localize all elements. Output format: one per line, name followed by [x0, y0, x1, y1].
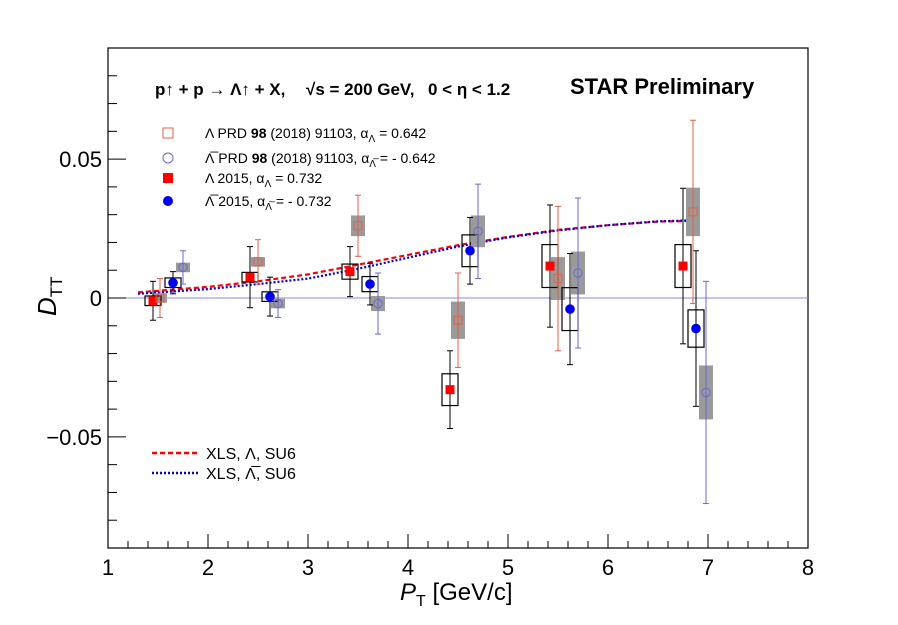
legend-alpha: α — [357, 125, 369, 141]
theory-curves — [137, 219, 699, 295]
antilambda-2015-point — [691, 323, 701, 334]
x-axis-title-sub: T — [416, 593, 426, 610]
legend-symbol: Λ — [205, 125, 217, 141]
lambda-prd-point — [453, 315, 463, 325]
legend-text: PRD — [218, 150, 251, 166]
legend-symbol: Λ — [205, 170, 217, 186]
x-axis-title: PT [GeV/c] — [400, 579, 513, 610]
lambda-2015-point — [345, 267, 355, 277]
x-tick-label: 4 — [402, 555, 414, 580]
axis-ticks: 1 2 3 4 5 6 7 8 0.05 0 −0.05 — [46, 47, 814, 580]
y-axis-title-main: D — [32, 297, 62, 316]
y-tick-label: 0.05 — [59, 147, 102, 172]
legend-point-label: Λ̅ 2015, αΛ̅ = - 0.732 — [205, 193, 332, 213]
antilambda-prd-point — [178, 262, 188, 273]
legend-volume: 98 — [252, 150, 268, 166]
legend-value: = 0.732 — [271, 170, 322, 186]
star-preliminary-label: STAR Preliminary — [570, 74, 755, 99]
energy-label: √s = 200 GeV, — [306, 80, 414, 99]
antilambda-2015-point — [265, 291, 275, 302]
legend-marker-antilambda-2015 — [163, 196, 173, 206]
x-axis-title-unit: [GeV/c] — [426, 579, 513, 606]
y-tick-label: −0.05 — [46, 425, 102, 450]
legend-text: PRD — [217, 125, 250, 141]
legend-alpha-sub: Λ̅ — [369, 158, 379, 170]
lambda-prd-point — [353, 221, 363, 231]
x-axis-title-main: P — [400, 579, 416, 606]
lambda-prd-point — [155, 293, 165, 303]
antilambda-prd-point — [273, 298, 283, 309]
antilambda-2015-point — [365, 279, 375, 289]
data-points — [144, 119, 713, 505]
antilambda-2015-point — [465, 245, 475, 256]
x-tick-label: 7 — [702, 555, 714, 580]
legend-value: = - 0.732 — [272, 193, 332, 209]
x-tick-label: 3 — [302, 555, 314, 580]
legend-point-label: Λ 2015, αΛ = 0.732 — [205, 170, 322, 190]
x-tick-label: 1 — [102, 555, 114, 580]
legend-alpha: α — [253, 170, 265, 186]
y-tick-label: 0 — [90, 286, 102, 311]
legend-text-ref: (2018) 91103, — [267, 150, 357, 166]
lambda-prd-point — [553, 274, 563, 284]
legend-marker-lambda-2015 — [163, 173, 173, 183]
legend-value: = - 0.642 — [376, 150, 436, 166]
reaction-label: p↑ + p → Λ↑ + X, — [155, 80, 285, 99]
legend-text: 2015, — [218, 193, 253, 209]
legend-line-label: XLS, Λ, SU6 — [206, 446, 296, 463]
legend-value: = 0.642 — [375, 125, 426, 141]
xls-antilambda-curve — [137, 219, 699, 295]
xls-lambda-curve — [137, 219, 699, 294]
lambda-2015-point — [678, 261, 688, 271]
antilambda-prd-point — [701, 387, 711, 398]
lambda-prd-point — [253, 257, 263, 267]
antilambda-2015-point — [168, 277, 178, 288]
legend-line-label: XLS, Λ̅, SU6 — [206, 465, 296, 483]
legend-alpha: α — [253, 193, 265, 209]
lambda-prd-point — [688, 207, 698, 217]
legend-marker-antilambda-prd — [162, 152, 174, 164]
antilambda-prd-point — [573, 268, 583, 278]
legend-text-ref: (2018) 91103, — [267, 125, 357, 141]
legend-alpha-sub: Λ — [265, 179, 272, 190]
lambda-2015-point — [445, 385, 455, 395]
legend-marker-lambda-prd — [162, 127, 174, 139]
legend-alpha: α — [357, 150, 369, 166]
legend-symbol: Λ̅ — [205, 150, 219, 166]
curve-legend: XLS, Λ, SU6 XLS, Λ̅, SU6 — [152, 446, 296, 483]
x-tick-label: 8 — [802, 555, 814, 580]
antilambda-prd-point — [473, 226, 483, 237]
lambda-2015-point — [245, 272, 255, 282]
eta-range-label: 0 < η < 1.2 — [428, 80, 510, 99]
legend-volume: 98 — [251, 125, 267, 141]
x-tick-label: 5 — [502, 555, 514, 580]
y-axis-title-sub: TT — [47, 276, 66, 297]
x-tick-label: 6 — [602, 555, 614, 580]
antilambda-prd-point — [373, 298, 383, 309]
legend-alpha-sub: Λ̅ — [265, 201, 275, 213]
legend-symbol: Λ̅ — [205, 193, 219, 209]
lambda-2015-point — [545, 261, 555, 271]
legend-point-label: Λ̅ PRD 98 (2018) 91103, αΛ̅ = - 0.642 — [205, 150, 436, 170]
x-tick-label: 2 — [202, 555, 214, 580]
y-axis-title: DTT — [32, 276, 66, 316]
legend-text: 2015, — [217, 170, 252, 186]
lambda-2015-point — [148, 296, 158, 306]
antilambda-2015-point — [565, 304, 575, 314]
legend-alpha-sub: Λ — [369, 134, 376, 145]
legend-point-label: Λ PRD 98 (2018) 91103, αΛ = 0.642 — [205, 125, 426, 145]
